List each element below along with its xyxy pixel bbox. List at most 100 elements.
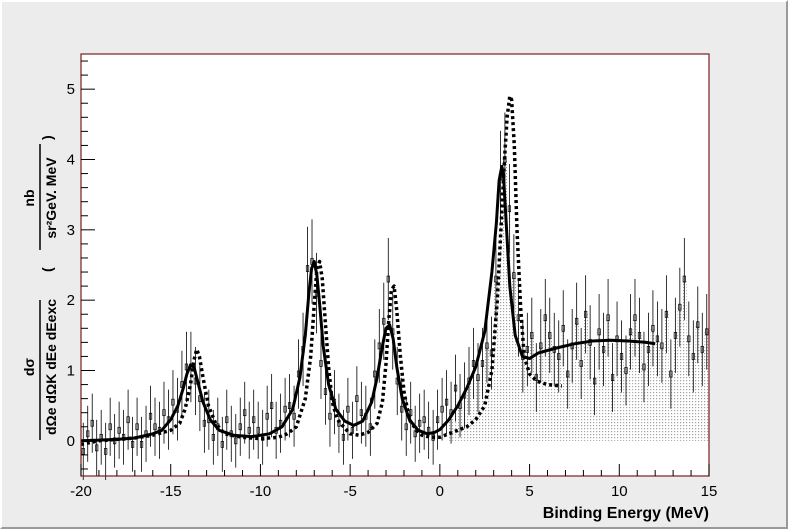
histogram-fill [578, 363, 584, 441]
histogram-bin [655, 335, 660, 343]
histogram-fill [502, 159, 508, 441]
histogram-fill [547, 335, 552, 441]
histogram-bin [234, 437, 238, 445]
histogram-bin [409, 409, 413, 417]
histogram-bin [252, 416, 256, 424]
histogram-bin [287, 402, 292, 410]
y-axis-unit-denominator: sr²GeV. MeV [43, 157, 59, 239]
histogram-bin [86, 430, 90, 438]
histogram-bin [619, 353, 624, 360]
histogram-bin [642, 363, 646, 371]
histogram-bin [633, 314, 637, 322]
histogram-bin [561, 324, 565, 332]
y-axis-denominator: dΩe dΩK dEe dEexc [43, 299, 59, 435]
histogram-bin [705, 328, 709, 336]
histogram-bin [664, 310, 668, 318]
y-tick-label: 1 [67, 363, 75, 380]
histogram-bin [507, 205, 511, 213]
histogram-fill [556, 356, 561, 441]
histogram-fill [507, 208, 512, 441]
histogram-bin [305, 265, 310, 272]
histogram-bin [440, 405, 444, 413]
histogram-fill [538, 345, 544, 441]
x-tick-label: -10 [250, 483, 272, 500]
histogram-bin [485, 342, 489, 350]
histogram-fill [619, 356, 624, 441]
histogram-bin [566, 370, 570, 378]
histogram-fill [650, 328, 656, 441]
histogram-fill [529, 335, 535, 441]
histogram-bin [386, 275, 390, 283]
y-tick-label: 4 [67, 152, 75, 169]
histogram-bin [543, 314, 547, 322]
x-tick-label: 0 [436, 483, 444, 500]
histogram-bin [319, 360, 323, 367]
histogram-bin [95, 444, 99, 452]
histogram-bin [646, 346, 651, 353]
histogram-bin [436, 416, 440, 424]
histogram-bin [292, 412, 296, 420]
histogram-bin [418, 419, 422, 427]
histogram-bin [135, 423, 139, 431]
histogram-bin [126, 416, 130, 424]
histogram-fill [691, 356, 696, 441]
histogram-bin [597, 328, 601, 336]
histogram-bin [139, 441, 144, 448]
x-tick-label: 10 [611, 483, 628, 500]
histogram-bin [323, 388, 328, 395]
histogram-bin [81, 448, 85, 455]
histogram-fill [543, 317, 548, 441]
histogram-fill [637, 335, 642, 441]
histogram-bin [601, 346, 606, 353]
histogram-fill [605, 317, 611, 441]
histogram-bin [682, 275, 686, 283]
histogram-bin [557, 353, 561, 360]
histogram-fill [655, 338, 660, 441]
histogram-fill [673, 335, 678, 441]
histogram-fill [583, 314, 588, 441]
histogram-bin [355, 395, 359, 402]
plot-frame [80, 53, 710, 477]
histogram-fill [493, 279, 499, 441]
histogram-fill [587, 342, 593, 441]
histogram-bin [382, 317, 386, 325]
y-tick-label: 5 [67, 81, 75, 98]
y-axis-numerator: dσ [21, 358, 37, 377]
histogram-bin [660, 342, 664, 350]
histogram-bin [539, 342, 543, 350]
histogram-fill [695, 324, 701, 441]
histogram-bin [579, 360, 583, 367]
histogram-fill [659, 345, 665, 441]
histogram-bin [512, 272, 516, 279]
histogram-bin [673, 331, 677, 339]
histogram-bin [575, 317, 579, 325]
histogram-fill [623, 370, 629, 441]
histogram-bin [104, 448, 108, 455]
histogram-bin [162, 409, 166, 417]
histogram-bin [610, 374, 615, 381]
histogram-fill [498, 177, 503, 441]
histogram-bin [606, 314, 610, 322]
histogram-bin [247, 426, 251, 434]
histogram-bin [453, 384, 458, 392]
histogram-bin [548, 331, 552, 339]
histogram-fill [552, 349, 557, 441]
histogram-bin [637, 331, 642, 339]
histogram-fill [677, 307, 683, 441]
histogram-bin [238, 423, 242, 431]
histogram-bin [413, 430, 417, 438]
histogram-bin [593, 377, 597, 385]
histogram-bin [171, 398, 175, 406]
plot-area [80, 54, 709, 480]
axes: -20 -15 -10 -5 0 5 10 15 0 1 2 3 4 5 [67, 53, 717, 500]
axis-labels: Binding Energy (MeV) dσ dΩe dΩK dEe dEex… [21, 135, 709, 522]
histogram-fill [628, 331, 633, 441]
histogram-bin [669, 370, 673, 378]
histogram-bin [691, 353, 695, 360]
histogram-bin [584, 310, 588, 318]
x-axis-title: Binding Energy (MeV) [543, 505, 709, 522]
dotted-curve [80, 94, 563, 447]
histogram-fill [480, 363, 485, 441]
histogram-bin [651, 324, 655, 332]
histogram-bin [220, 441, 224, 448]
